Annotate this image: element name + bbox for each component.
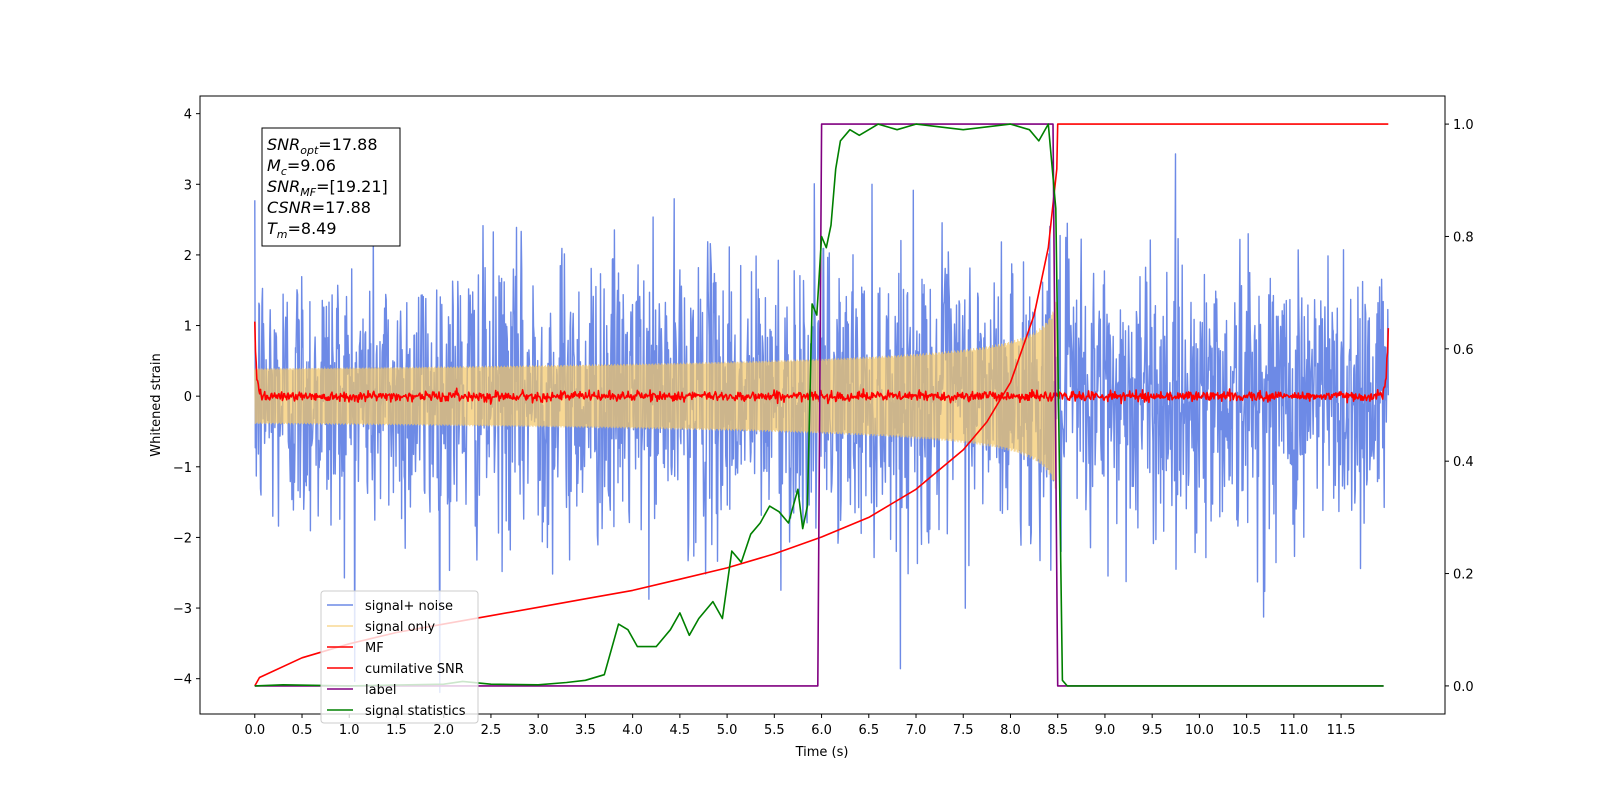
y2-tick-label: 0.4 [1453,455,1474,470]
x-tick-label: 9.5 [1142,723,1163,738]
annotation-line: Tm=8.49 [267,219,337,241]
legend-label-signal-statistics: signal statistics [365,704,466,719]
x-tick-label: 8.5 [1047,723,1068,738]
legend-label-signal-noise: signal+ noise [365,599,453,614]
x-tick-label: 2.5 [481,723,502,738]
x-tick-label: 1.0 [339,723,360,738]
x-axis: 0.0 0.5 1.0 1.5 2.0 2.5 3.0 3.5 4.0 4.5 5.0 5.5 6.0 6… [244,714,1356,738]
legend-label-label: label [365,683,396,698]
y2-tick-label: 1.0 [1453,118,1474,133]
y-tick-label: 3 [184,178,192,193]
y-tick-label: 1 [184,320,192,335]
legend-frame [320,590,479,724]
y-tick-label: −4 [173,673,192,688]
y-axis-right: 1.0 0.8 0.6 0.4 0.2 0.0 [1445,118,1474,695]
y-tick-label: 4 [184,108,192,123]
x-tick-label: 9.0 [1095,723,1116,738]
x-tick-label: 0.0 [244,723,265,738]
annotation-line: SNRopt=17.88 [267,135,378,157]
y-tick-label: −1 [173,461,192,476]
x-tick-label: 6.5 [858,723,879,738]
x-tick-label: 3.0 [528,723,549,738]
x-tick-label: 7.0 [906,723,927,738]
y-tick-label: 0 [184,390,192,405]
y-tick-label: −2 [173,531,192,546]
x-tick-label: 6.0 [811,723,832,738]
legend-label-signal-only: signal only [365,620,435,635]
legend-label-mf: MF [365,641,384,656]
y2-tick-label: 0.8 [1453,230,1474,245]
series-line-mf [254,321,1390,405]
x-tick-label: 4.0 [622,723,643,738]
x-tick-label: 3.5 [575,723,596,738]
y2-tick-label: 0.0 [1453,680,1474,695]
y-tick-label: 2 [184,249,192,264]
annotation-line: CSNR=17.88 [267,198,371,217]
x-tick-label: 4.5 [670,723,691,738]
annotation-line: Mc=9.06 [267,156,336,178]
y-axis-label: Whitened strain [149,353,164,456]
x-tick-label: 11.5 [1327,723,1356,738]
x-tick-label: 11.0 [1279,723,1308,738]
x-tick-label: 10.5 [1232,723,1261,738]
series-line-signal-only [254,301,1058,491]
x-tick-label: 0.5 [292,723,313,738]
annotation-line: SNRMF=[19.21] [267,177,388,199]
x-axis-label: Time (s) [795,745,849,760]
legend-label-cumilative-snr: cumilative SNR [365,662,464,677]
legend: signal+ noise signal only MF cumilative SNR… [320,590,479,724]
y-axis-left: 4 3 2 1 0 −1 −2 −3 −4 [173,108,200,688]
y2-tick-label: 0.6 [1453,343,1474,358]
x-tick-label: 2.0 [433,723,454,738]
series-line-signal-statistics [254,123,1384,687]
x-tick-label: 8.0 [1000,723,1021,738]
axes-frame [199,95,1446,715]
x-tick-label: 5.0 [717,723,738,738]
x-tick-label: 5.5 [764,723,785,738]
x-tick-label: 1.5 [386,723,407,738]
x-tick-label: 7.5 [953,723,974,738]
annotation-box: SNRopt=17.88Mc=9.06SNRMF=[19.21]CSNR=17.… [261,127,401,247]
y-tick-label: −3 [173,602,192,617]
x-tick-label: 10.0 [1185,723,1214,738]
y2-tick-label: 0.2 [1453,568,1474,583]
